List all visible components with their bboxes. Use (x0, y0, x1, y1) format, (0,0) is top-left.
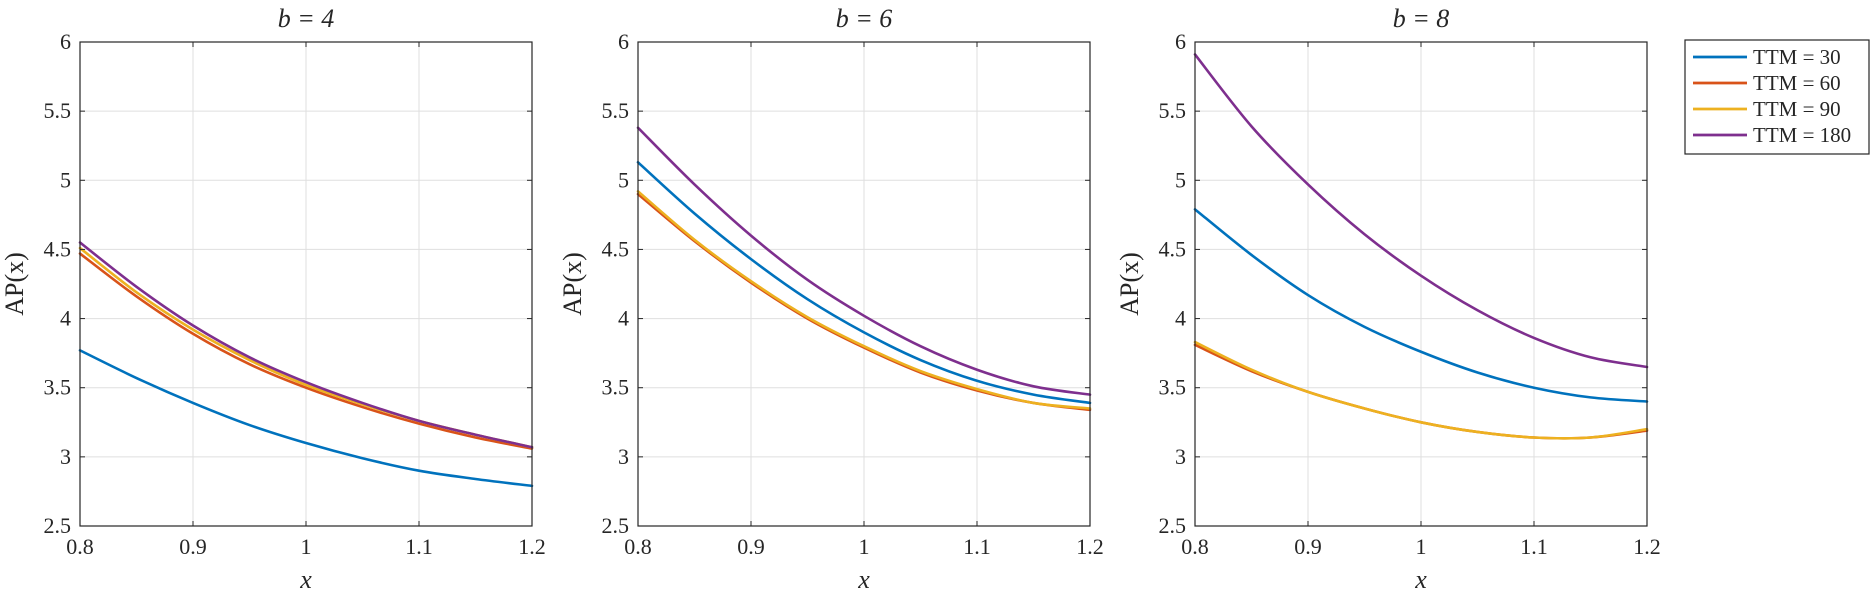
y-tick-label: 5.5 (602, 98, 630, 123)
legend-label-0: TTM = 30 (1753, 45, 1841, 69)
x-tick-label: 1.2 (1633, 534, 1661, 559)
x-tick-label: 1.2 (518, 534, 546, 559)
series-line-ttm-30 (1193, 208, 1649, 403)
x-tick-label: 0.9 (179, 534, 207, 559)
series-line-ttm-30 (636, 161, 1092, 405)
series-line-ttm-180 (78, 241, 534, 449)
y-tick-label: 6 (60, 29, 71, 54)
y-tick-label: 3 (60, 444, 71, 469)
series-line-ttm-60 (78, 252, 534, 450)
y-tick-label: 3 (618, 444, 629, 469)
x-axis-label: x (1414, 565, 1427, 594)
legend-label-1: TTM = 60 (1753, 71, 1841, 95)
y-axis-label: AP(x) (0, 252, 29, 316)
legend-label-2: TTM = 90 (1753, 97, 1841, 121)
series-line-ttm-30 (78, 349, 534, 488)
y-tick-label: 4 (1175, 306, 1186, 331)
y-tick-label: 4 (618, 306, 629, 331)
subplot-title: b = 4 (278, 4, 335, 33)
x-tick-label: 1.2 (1076, 534, 1104, 559)
y-tick-label: 2.5 (1159, 513, 1187, 538)
x-tick-label: 1.1 (1520, 534, 1548, 559)
x-tick-label: 1 (859, 534, 870, 559)
subplot-2: 0.8 0.9 1 1.1 1.2 2.5 3 3.5 4 4.5 5 5.5 6 b = 6 x AP(x) (558, 4, 1104, 594)
y-tick-label: 3.5 (44, 375, 72, 400)
y-tick-label: 4 (60, 306, 71, 331)
x-tick-label: 1.1 (963, 534, 991, 559)
x-axis-label: x (857, 565, 870, 594)
series-line-ttm-180 (636, 126, 1092, 396)
y-axis-label: AP(x) (1115, 252, 1144, 316)
x-tick-label: 1 (301, 534, 312, 559)
y-tick-label: 5 (60, 167, 71, 192)
subplot-1: 0.8 0.9 1 1.1 1.2 2.5 3 3.5 4 4.5 5 5.5 6 b = 4 x AP(x) (0, 4, 546, 594)
x-tick-label: 0.8 (1181, 534, 1209, 559)
y-tick-label: 2.5 (44, 513, 72, 538)
y-tick-label: 3.5 (1159, 375, 1187, 400)
y-tick-label: 4.5 (44, 236, 72, 261)
x-tick-label: 0.9 (737, 534, 765, 559)
y-axis-label: AP(x) (558, 252, 587, 316)
x-tick-label: 0.9 (1294, 534, 1322, 559)
y-tick-label: 6 (618, 29, 629, 54)
series-line-ttm-90 (1193, 340, 1649, 440)
subplot-3: 0.8 0.9 1 1.1 1.2 2.5 3 3.5 4 4.5 5 5.5 6 b = 8 x AP(x) (1115, 4, 1661, 594)
y-tick-label: 2.5 (602, 513, 630, 538)
y-tick-label: 5 (618, 167, 629, 192)
subplot-title: b = 8 (1393, 4, 1450, 33)
series-line-ttm-180 (1193, 53, 1649, 369)
x-axis-label: x (299, 565, 312, 594)
x-tick-label: 1.1 (405, 534, 433, 559)
y-tick-label: 5.5 (1159, 98, 1187, 123)
subplot-title: b = 6 (836, 4, 893, 33)
x-tick-label: 1 (1416, 534, 1427, 559)
x-tick-label: 0.8 (66, 534, 94, 559)
y-tick-label: 5.5 (44, 98, 72, 123)
y-tick-label: 6 (1175, 29, 1186, 54)
y-tick-label: 3 (1175, 444, 1186, 469)
series-line-ttm-90 (636, 190, 1092, 410)
x-tick-label: 0.8 (624, 534, 652, 559)
legend-label-3: TTM = 180 (1753, 123, 1851, 147)
y-tick-label: 3.5 (602, 375, 630, 400)
grid (637, 41, 1091, 527)
y-tick-label: 4.5 (602, 236, 630, 261)
y-tick-label: 5 (1175, 167, 1186, 192)
y-tick-label: 4.5 (1159, 236, 1187, 261)
